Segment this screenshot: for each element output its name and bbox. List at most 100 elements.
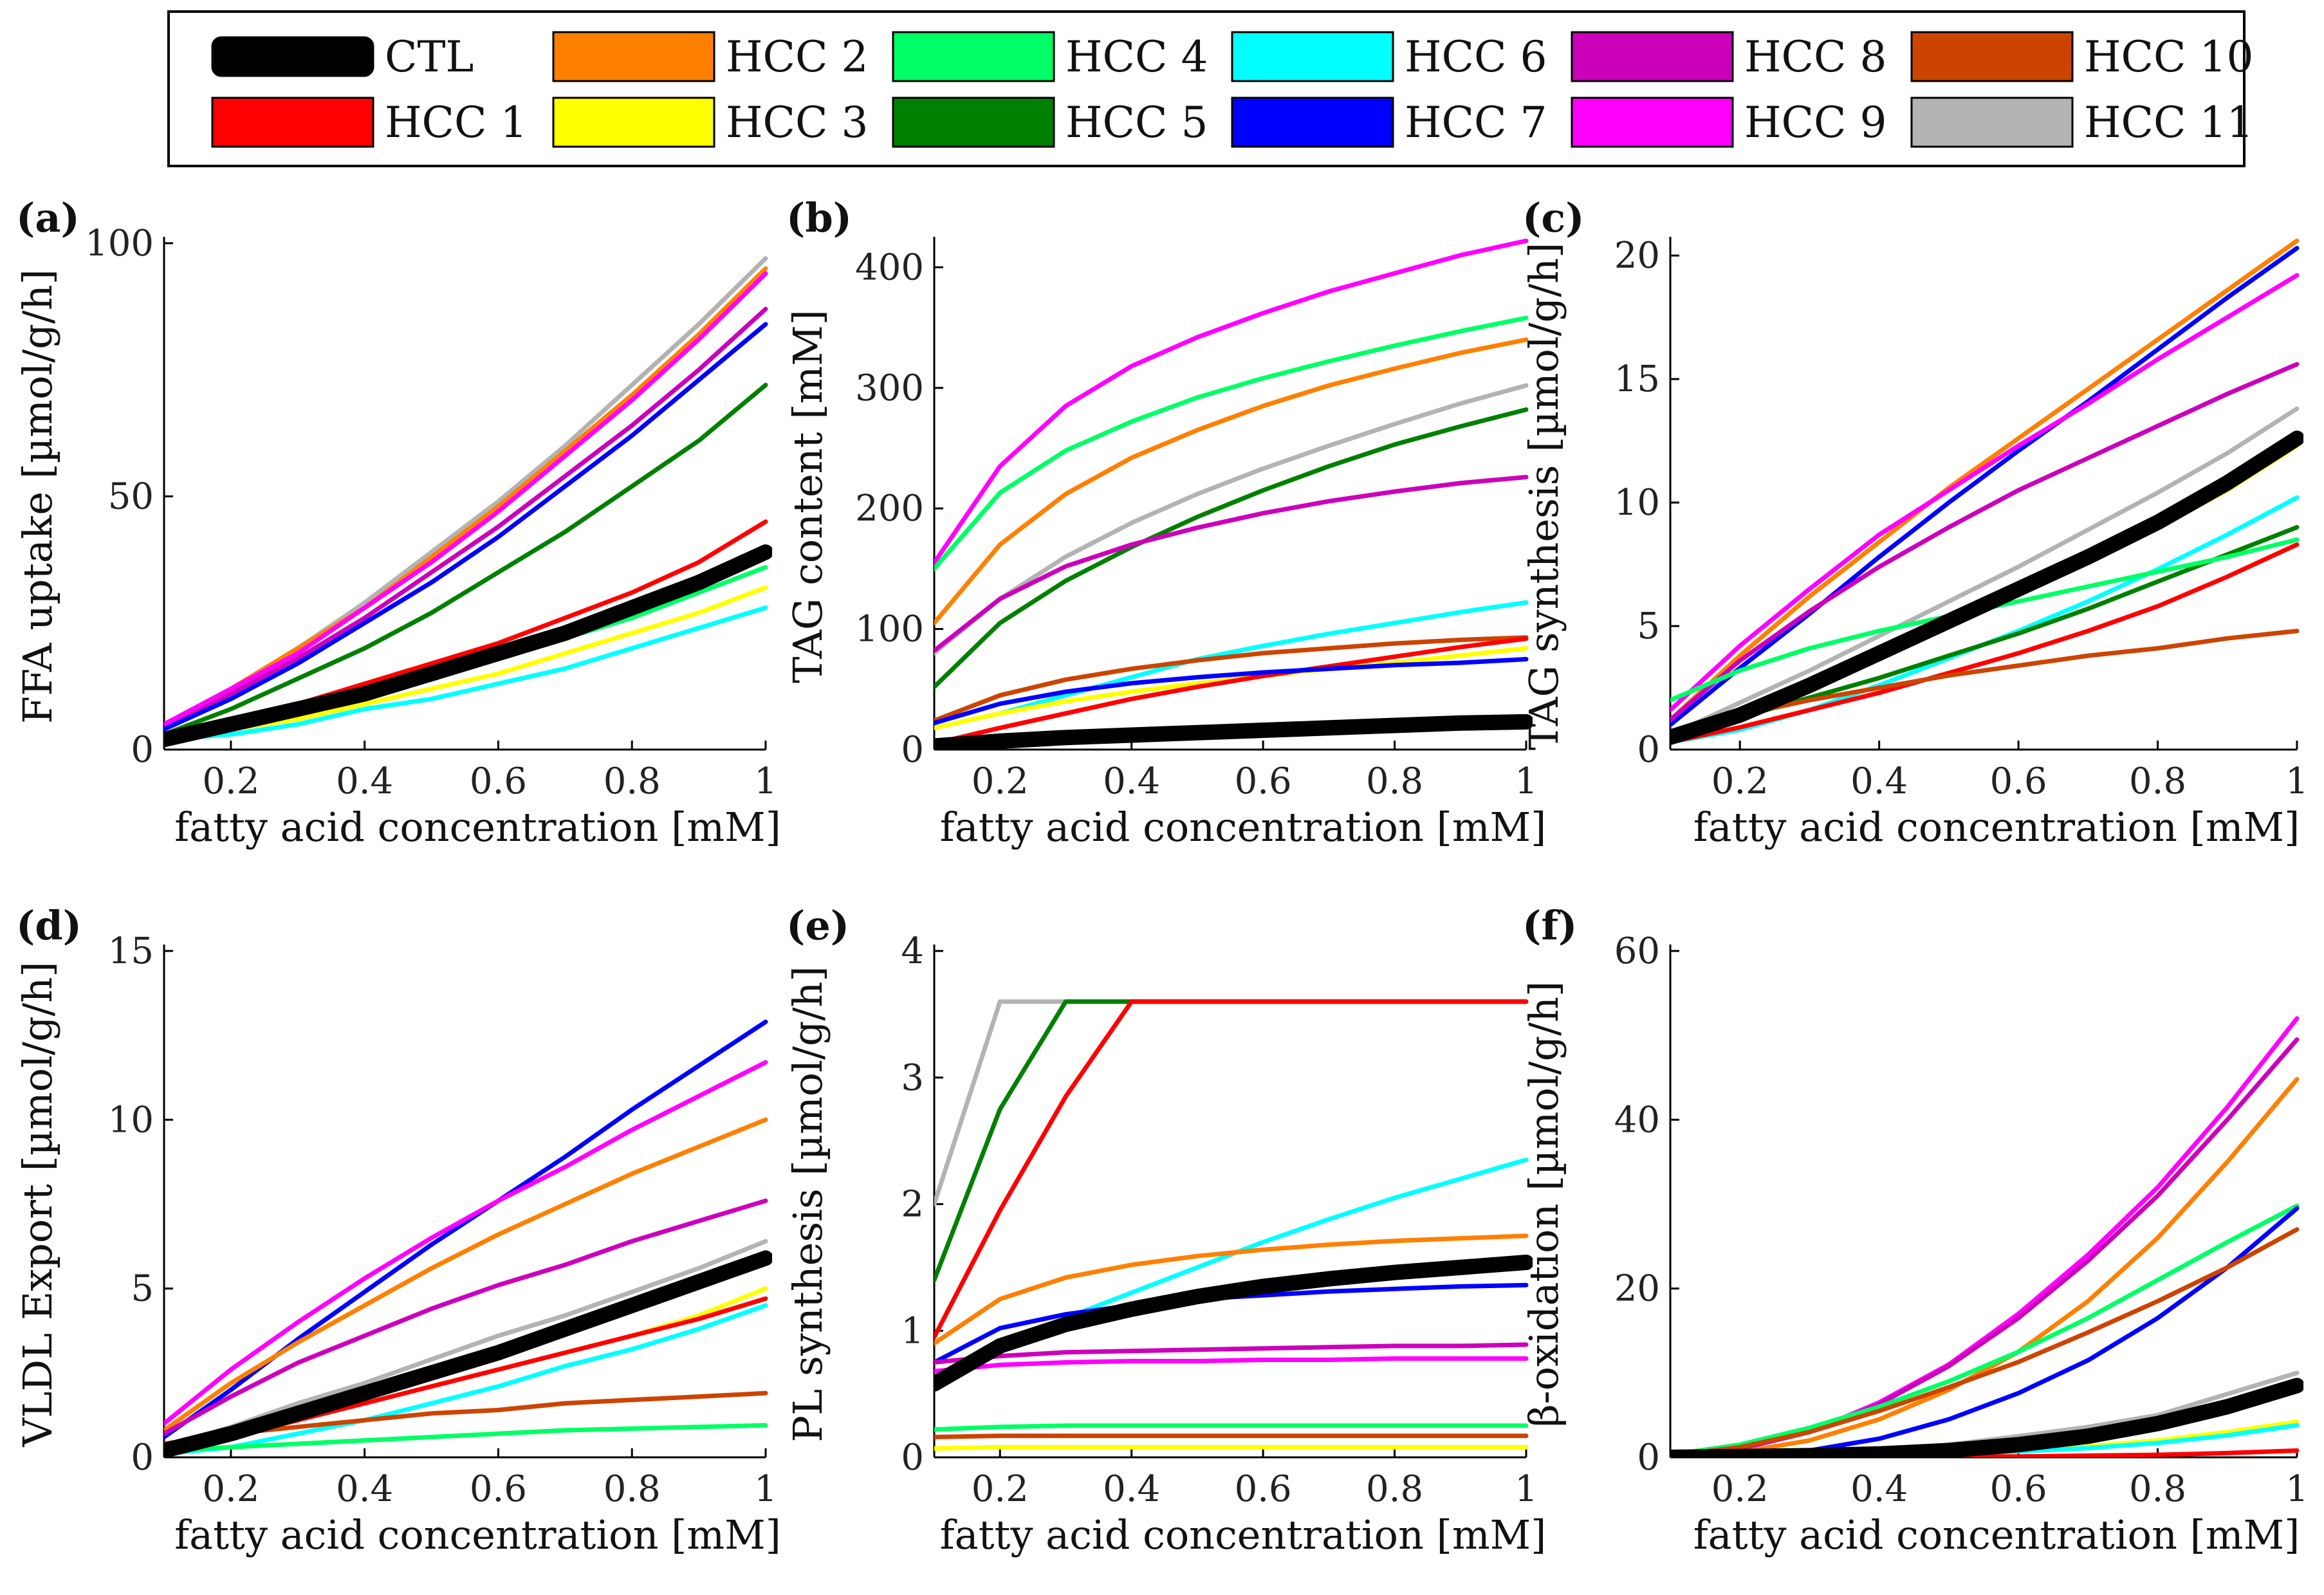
series-line-hcc-1: [934, 999, 1529, 1340]
series-line-hcc-11: [164, 1239, 768, 1450]
series-line-ctl: [934, 714, 1533, 750]
series-line-hcc-7: [164, 322, 768, 732]
legend-swatch-hcc-11: [1910, 97, 2074, 148]
series-line-hcc-11: [1670, 406, 2300, 737]
legend-label-hcc-5: HCC 5: [1065, 98, 1208, 147]
x-tick-label: 0.2: [1711, 761, 1769, 802]
series-line-ctl: [934, 1255, 1533, 1392]
series-line-hcc-9: [934, 1356, 1529, 1374]
legend: CTL HCC 1 HCC 2 HCC 3 HCC 4 HCC 5 HCC 6 HCC 7 HC…: [167, 10, 2254, 167]
panel-label: (b): [786, 194, 852, 241]
x-tick-label: 1: [754, 761, 777, 802]
x-tick-label: 0.4: [1850, 761, 1908, 802]
x-axis-label: fatty acid concentration [mM]: [174, 1511, 781, 1558]
x-tick-label: 0.4: [336, 761, 393, 802]
y-tick-label: 10: [1614, 482, 1660, 524]
x-tick-label: 0.6: [1235, 761, 1292, 802]
x-tick-label: 0.6: [470, 761, 527, 802]
legend-swatch-hcc-8: [1571, 31, 1734, 82]
series-line-ctl: [1670, 430, 2303, 745]
series-line-ctl: [164, 544, 772, 748]
series-line-hcc-4: [1670, 1203, 2300, 1457]
y-tick-label: 100: [855, 609, 924, 650]
series-group: [1670, 238, 2303, 745]
y-tick-label: 20: [1614, 1268, 1660, 1310]
x-tick-label: 0.2: [1711, 1468, 1769, 1510]
x-axis-label: fatty acid concentration [mM]: [174, 804, 781, 851]
legend-label-hcc-3: HCC 3: [726, 98, 869, 147]
series-line-hcc-6: [164, 1303, 768, 1457]
series-line-hcc-7: [1670, 246, 2300, 728]
x-tick-label: 0.2: [972, 1468, 1029, 1510]
y-tick-label: 3: [901, 1057, 924, 1099]
legend-swatch-hcc-7: [1231, 97, 1394, 148]
x-axis-label: fatty acid concentration [mM]: [940, 804, 1547, 851]
y-axis-label: PL synthesis [µmol/g/h]: [784, 966, 831, 1442]
y-tick-label: 300: [855, 367, 924, 409]
legend-label-hcc-7: HCC 7: [1405, 98, 1547, 147]
series-line-hcc-5: [164, 382, 768, 737]
series-line-hcc-4: [164, 1423, 768, 1453]
series-line-hcc-1: [1670, 1448, 2300, 1457]
y-tick-label: 0: [131, 1437, 154, 1479]
y-tick-label: 400: [855, 246, 924, 288]
series-group: [934, 999, 1533, 1451]
x-tick-label: 1: [1515, 761, 1538, 802]
y-tick-label: 10: [108, 1099, 154, 1141]
series-line-hcc-9: [164, 271, 768, 727]
x-axis-label: fatty acid concentration [mM]: [1693, 1511, 2300, 1558]
panel-label: (f): [1522, 902, 1577, 949]
y-tick-label: 100: [85, 223, 154, 264]
x-tick-label: 0.2: [202, 1468, 259, 1510]
panel-label: (d): [16, 902, 82, 949]
x-tick-label: 0.6: [1235, 1468, 1292, 1510]
series-group: [164, 1019, 772, 1457]
x-tick-label: 1: [2285, 761, 2309, 802]
x-tick-label: 1: [2285, 1468, 2309, 1510]
legend-swatch-hcc-3: [552, 97, 715, 148]
x-tick-label: 0.8: [604, 761, 661, 802]
series-line-hcc-8: [1670, 362, 2300, 723]
x-tick-label: 0.8: [1366, 1468, 1423, 1510]
series-line-hcc-9: [1670, 1016, 2300, 1457]
legend-swatch-hcc-5: [892, 97, 1055, 148]
x-tick-label: 0.4: [336, 1468, 393, 1510]
legend-swatch-hcc-10: [1910, 31, 2074, 82]
legend-swatch-hcc-2: [552, 31, 715, 82]
x-tick-label: 1: [754, 1468, 777, 1510]
y-tick-label: 0: [901, 1437, 924, 1479]
x-tick-label: 0.4: [1850, 1468, 1908, 1510]
legend-label-hcc-10: HCC 10: [2084, 32, 2254, 82]
series-line-hcc-4: [1670, 537, 2300, 703]
series-line-hcc-8: [934, 475, 1529, 653]
y-axis-label: FFA uptake [µmol/g/h]: [14, 269, 61, 724]
y-axis-label: VLDL Export [µmol/g/h]: [14, 961, 61, 1447]
series-line-hcc-2: [164, 1117, 768, 1433]
y-tick-label: 60: [1614, 930, 1660, 972]
legend-swatch-ctl: [211, 36, 374, 77]
x-axis-label: fatty acid concentration [mM]: [1693, 804, 2300, 851]
legend-label-hcc-11: HCC 11: [2084, 98, 2254, 147]
x-tick-label: 0.8: [2129, 761, 2186, 802]
series-line-hcc-6: [164, 605, 768, 742]
series-group: [164, 256, 772, 748]
y-tick-label: 0: [131, 729, 154, 771]
x-tick-label: 0.6: [1990, 1468, 2047, 1510]
y-axis-label: TAG content [mM]: [784, 309, 831, 683]
panel-label: (e): [786, 902, 849, 949]
series-line-hcc-10: [1670, 1227, 2300, 1457]
series-line-hcc-8: [164, 1198, 768, 1436]
y-tick-label: 1: [901, 1310, 924, 1352]
series-line-hcc-3: [934, 1444, 1529, 1451]
legend-label-hcc-8: HCC 8: [1744, 32, 1887, 82]
series-group: [934, 238, 1533, 750]
x-tick-label: 0.2: [972, 761, 1029, 802]
legend-label-hcc-1: HCC 1: [385, 98, 528, 147]
legend-label-hcc-2: HCC 2: [726, 32, 869, 82]
legend-box: [167, 10, 2246, 167]
y-axis-label: β-oxidation [µmol/g/h]: [1520, 981, 1567, 1427]
